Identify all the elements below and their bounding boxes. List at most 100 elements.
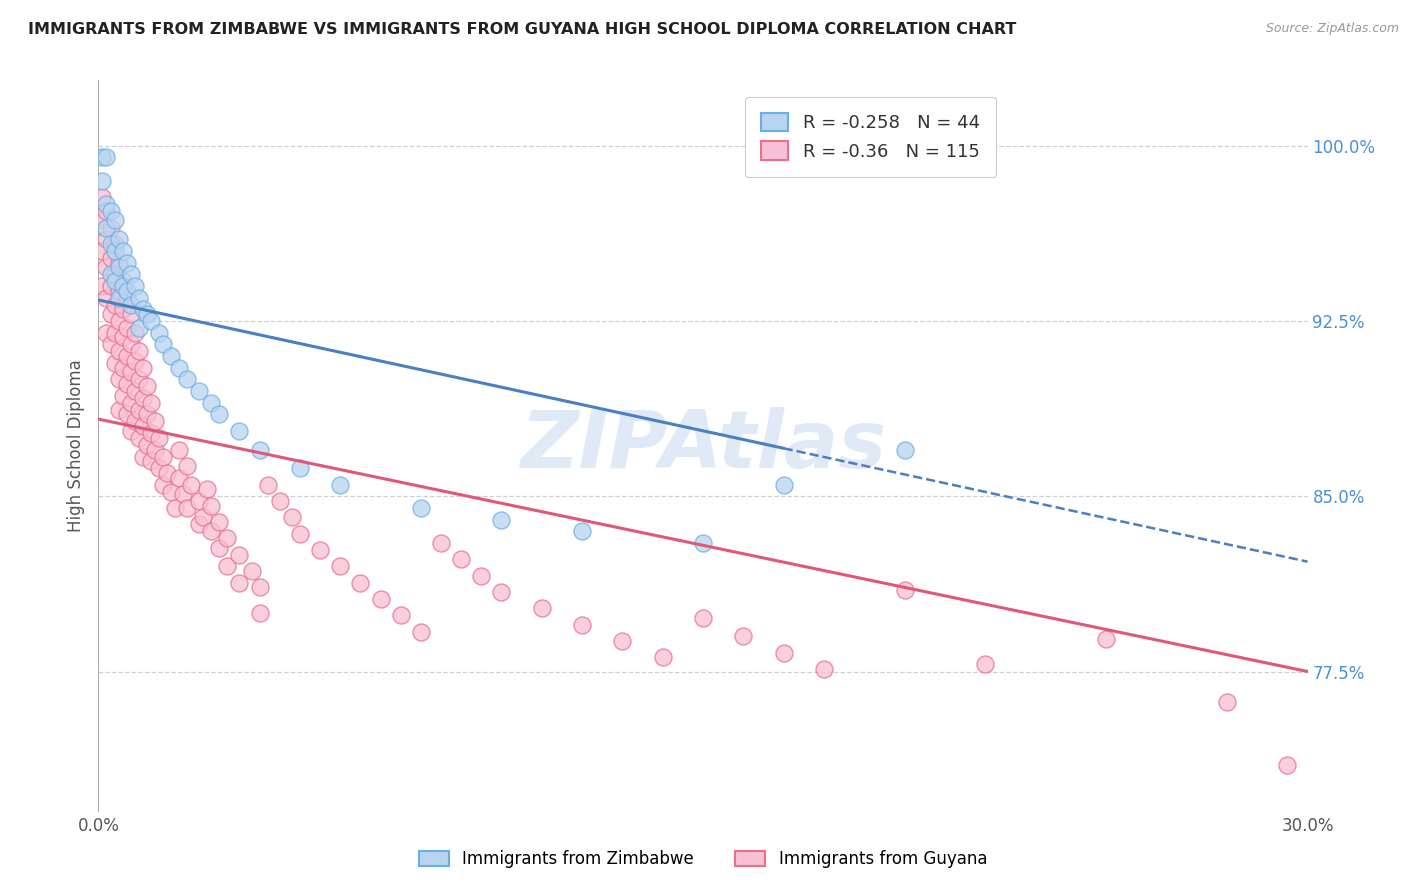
Point bbox=[409, 500, 432, 515]
Point bbox=[329, 559, 352, 574]
Point bbox=[120, 307, 142, 321]
Point bbox=[115, 291, 138, 305]
Point bbox=[128, 431, 150, 445]
Point bbox=[128, 344, 150, 359]
Point bbox=[148, 461, 170, 475]
Point bbox=[893, 582, 915, 597]
Point bbox=[491, 513, 513, 527]
Point bbox=[772, 646, 794, 660]
Point bbox=[111, 360, 134, 375]
Point bbox=[96, 204, 118, 219]
Point bbox=[103, 267, 125, 281]
Point bbox=[124, 414, 146, 428]
Point bbox=[139, 396, 162, 410]
Point bbox=[430, 536, 453, 550]
Point bbox=[188, 384, 211, 398]
Point bbox=[132, 360, 155, 375]
Point bbox=[111, 274, 134, 288]
Point bbox=[193, 510, 215, 524]
Point bbox=[124, 384, 146, 398]
Point bbox=[132, 302, 155, 317]
Point bbox=[120, 365, 142, 379]
Point bbox=[111, 244, 134, 258]
Point bbox=[1095, 632, 1118, 646]
Point bbox=[96, 220, 118, 235]
Point bbox=[160, 349, 183, 363]
Point bbox=[103, 274, 125, 288]
Point bbox=[115, 284, 138, 298]
Point bbox=[111, 389, 134, 403]
Point bbox=[100, 204, 122, 219]
Point bbox=[135, 438, 157, 452]
Point bbox=[288, 461, 311, 475]
Point bbox=[180, 477, 202, 491]
Point bbox=[96, 150, 118, 164]
Point bbox=[240, 564, 263, 578]
Point bbox=[172, 487, 194, 501]
Point bbox=[152, 337, 174, 351]
Point bbox=[152, 450, 174, 464]
Point bbox=[530, 601, 553, 615]
Point bbox=[148, 326, 170, 340]
Point bbox=[893, 442, 915, 457]
Point bbox=[124, 353, 146, 368]
Point bbox=[228, 548, 250, 562]
Point bbox=[107, 284, 129, 298]
Point bbox=[120, 424, 142, 438]
Point bbox=[100, 337, 122, 351]
Point bbox=[132, 450, 155, 464]
Point bbox=[115, 255, 138, 269]
Point bbox=[91, 150, 114, 164]
Point bbox=[107, 402, 129, 417]
Text: IMMIGRANTS FROM ZIMBABWE VS IMMIGRANTS FROM GUYANA HIGH SCHOOL DIPLOMA CORRELATI: IMMIGRANTS FROM ZIMBABWE VS IMMIGRANTS F… bbox=[28, 22, 1017, 37]
Point bbox=[103, 236, 125, 251]
Point bbox=[450, 552, 472, 566]
Point bbox=[1277, 758, 1299, 772]
Point bbox=[491, 585, 513, 599]
Point bbox=[100, 236, 122, 251]
Point bbox=[111, 279, 134, 293]
Point bbox=[733, 630, 755, 644]
Point bbox=[217, 559, 239, 574]
Point bbox=[103, 244, 125, 258]
Point bbox=[96, 260, 118, 275]
Point bbox=[107, 372, 129, 386]
Point bbox=[200, 524, 222, 539]
Point bbox=[208, 541, 231, 555]
Point bbox=[100, 220, 122, 235]
Point bbox=[329, 477, 352, 491]
Point bbox=[100, 279, 122, 293]
Point bbox=[120, 267, 142, 281]
Point bbox=[813, 662, 835, 676]
Point bbox=[107, 232, 129, 246]
Point bbox=[120, 337, 142, 351]
Point bbox=[103, 213, 125, 227]
Point bbox=[281, 510, 304, 524]
Point bbox=[160, 484, 183, 499]
Point bbox=[269, 494, 291, 508]
Text: Source: ZipAtlas.com: Source: ZipAtlas.com bbox=[1265, 22, 1399, 36]
Legend: Immigrants from Zimbabwe, Immigrants from Guyana: Immigrants from Zimbabwe, Immigrants fro… bbox=[412, 844, 994, 875]
Point bbox=[249, 580, 271, 594]
Point bbox=[91, 244, 114, 258]
Point bbox=[96, 232, 118, 246]
Point bbox=[115, 377, 138, 392]
Point bbox=[91, 174, 114, 188]
Point bbox=[120, 298, 142, 312]
Point bbox=[692, 611, 714, 625]
Point bbox=[107, 260, 129, 275]
Point bbox=[152, 477, 174, 491]
Point bbox=[103, 326, 125, 340]
Y-axis label: High School Diploma: High School Diploma bbox=[66, 359, 84, 533]
Point bbox=[249, 442, 271, 457]
Point bbox=[111, 330, 134, 344]
Point bbox=[167, 470, 190, 484]
Point bbox=[132, 419, 155, 434]
Point bbox=[91, 279, 114, 293]
Point bbox=[103, 356, 125, 370]
Point bbox=[571, 524, 593, 539]
Point bbox=[128, 402, 150, 417]
Point bbox=[128, 321, 150, 335]
Point bbox=[217, 531, 239, 545]
Point bbox=[208, 408, 231, 422]
